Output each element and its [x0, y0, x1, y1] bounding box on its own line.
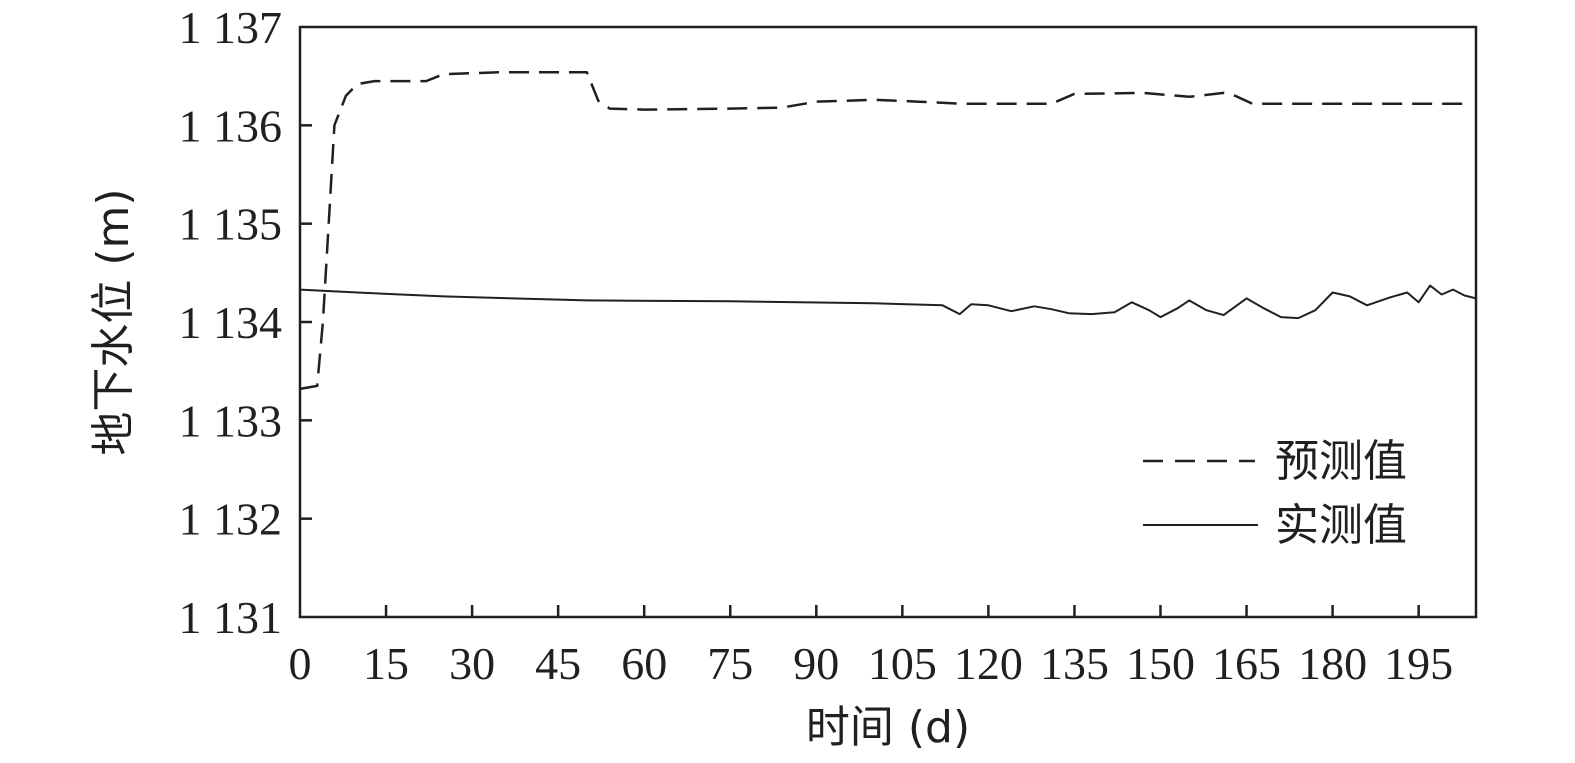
y-tick-label: 1 134 — [179, 297, 283, 348]
x-tick-label: 90 — [793, 638, 839, 689]
x-tick-label: 30 — [449, 638, 495, 689]
x-tick-label: 75 — [707, 638, 753, 689]
x-tick-label: 150 — [1126, 638, 1195, 689]
y-axis-ticks: 1 131 1 132 1 133 1 134 1 135 1 136 1 137 — [179, 2, 312, 643]
y-tick-label: 1 137 — [179, 2, 283, 53]
x-tick-label: 195 — [1384, 638, 1453, 689]
series-line-predicted — [299, 70, 1471, 391]
series-line-measured — [299, 284, 1477, 320]
y-tick-label: 1 133 — [179, 395, 283, 446]
legend: 预测值 实测值 — [1143, 436, 1407, 551]
y-tick-label: 1 136 — [179, 100, 283, 151]
x-tick-label: 60 — [621, 638, 667, 689]
x-tick-label: 180 — [1298, 638, 1367, 689]
x-tick-label: 120 — [954, 638, 1023, 689]
y-tick-label: 1 132 — [179, 494, 283, 545]
y-axis-title: 地下水位 (m) — [88, 188, 139, 455]
y-tick-label: 1 131 — [179, 592, 283, 643]
x-tick-label: 0 — [289, 638, 312, 689]
x-axis-ticks: 0 15 30 45 60 75 90 105 120 135 150 165 180 195 — [289, 605, 1453, 689]
x-tick-label: 165 — [1212, 638, 1281, 689]
x-axis-title: 时间 (d) — [806, 702, 970, 753]
legend-label-measured: 实测值 — [1275, 500, 1407, 551]
x-tick-label: 15 — [363, 638, 409, 689]
x-tick-label: 105 — [868, 638, 937, 689]
series-layer — [299, 70, 1477, 391]
legend-label-predicted: 预测值 — [1275, 436, 1407, 487]
y-tick-label: 1 135 — [179, 199, 283, 250]
x-tick-label: 45 — [535, 638, 581, 689]
x-tick-label: 135 — [1040, 638, 1109, 689]
